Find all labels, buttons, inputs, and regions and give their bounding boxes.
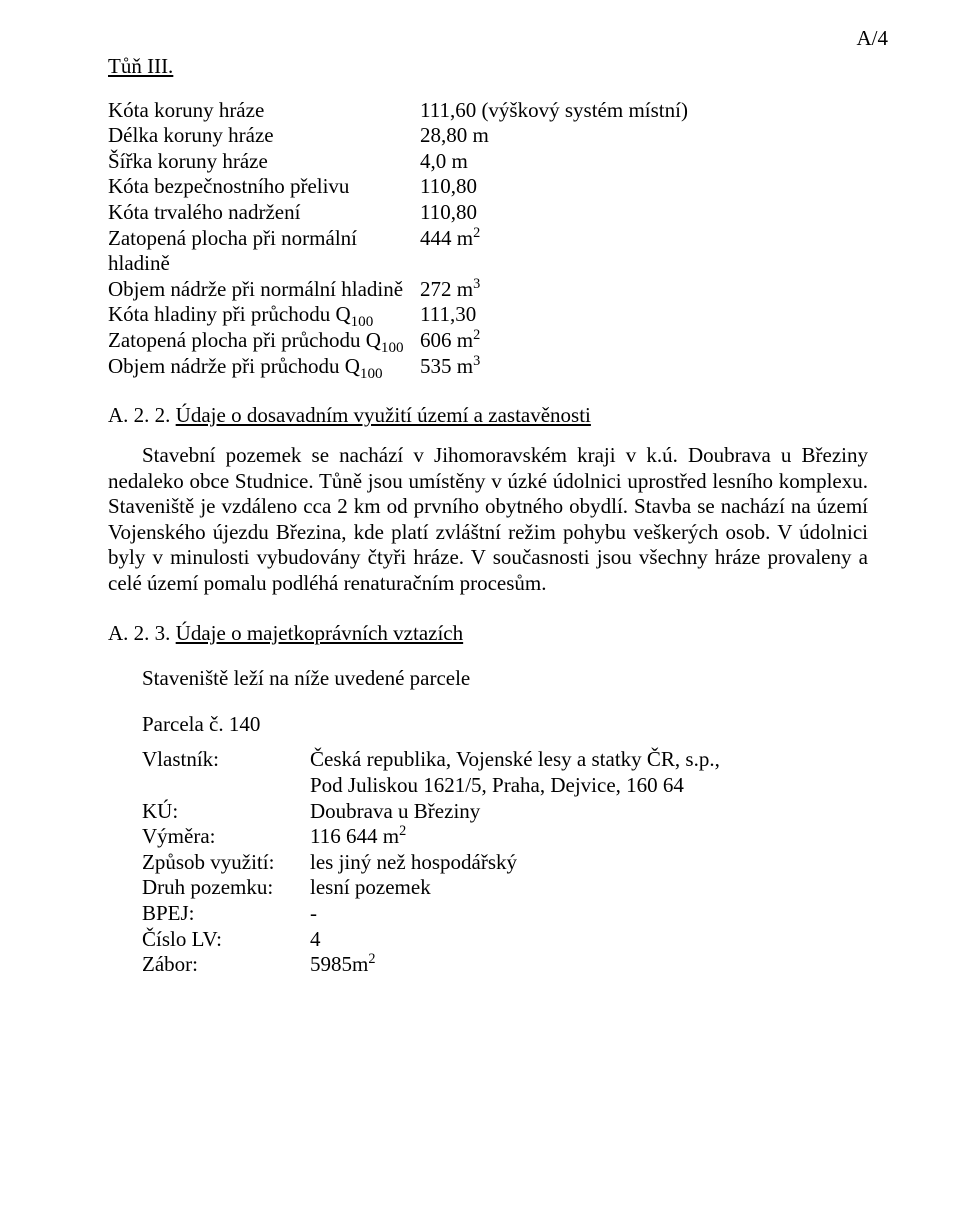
dam-value: 4,0 m [420, 149, 468, 175]
dam-value: 28,80 m [420, 123, 489, 149]
body-a22: Stavební pozemek se nachází v Jihomoravs… [108, 443, 868, 597]
dam-value: 110,80 [420, 174, 477, 200]
parcel-row: Zábor:5985m2 [142, 952, 868, 978]
parcel-key: Zábor: [142, 952, 310, 978]
dam-table: Kóta koruny hráze111,60 (výškový systém … [108, 98, 868, 380]
section-label-a22: A. 2. 2. [108, 403, 176, 427]
parcel-value: Česká republika, Vojenské lesy a statky … [310, 747, 720, 773]
dam-value: 272 m3 [420, 277, 480, 303]
parcel-value: 5985m2 [310, 952, 375, 978]
dam-value: 444 m2 [420, 226, 480, 277]
parcel-row: Výměra:116 644 m2 [142, 824, 868, 850]
dam-row: Zatopená plocha při normální hladině444 … [108, 226, 868, 277]
dam-key: Objem nádrže při průchodu Q100 [108, 354, 420, 380]
parcel-row: Způsob využití:les jiný než hospodářský [142, 850, 868, 876]
section-title-a22: A. 2. 2. Údaje o dosavadním využití územ… [108, 403, 868, 429]
dam-row: Délka koruny hráze28,80 m [108, 123, 868, 149]
section-title-a23: A. 2. 3. Údaje o majetkoprávních vztazíc… [108, 621, 868, 647]
dam-row: Objem nádrže při průchodu Q100535 m3 [108, 354, 868, 380]
dam-row: Kóta hladiny při průchodu Q100111,30 [108, 302, 868, 328]
dam-value: 606 m2 [420, 328, 480, 354]
section-heading-a22: Údaje o dosavadním využití území a zasta… [176, 403, 591, 427]
parcel-row: Číslo LV:4 [142, 927, 868, 953]
parcel-key [142, 773, 310, 799]
section-title-tun: Tůň III. [108, 54, 868, 80]
dam-row: Zatopená plocha při průchodu Q100606 m2 [108, 328, 868, 354]
dam-key: Kóta hladiny při průchodu Q100 [108, 302, 420, 328]
parcel-row: Pod Juliskou 1621/5, Praha, Dejvice, 160… [142, 773, 868, 799]
parcel-key: Způsob využití: [142, 850, 310, 876]
parcel-row: BPEJ:- [142, 901, 868, 927]
page-number: A/4 [857, 26, 889, 52]
dam-key: Délka koruny hráze [108, 123, 420, 149]
parcel-value: 116 644 m2 [310, 824, 406, 850]
parcel-key: BPEJ: [142, 901, 310, 927]
dam-row: Kóta bezpečnostního přelivu110,80 [108, 174, 868, 200]
parcel-key: Vlastník: [142, 747, 310, 773]
dam-key: Kóta trvalého nadržení [108, 200, 420, 226]
dam-row: Šířka koruny hráze4,0 m [108, 149, 868, 175]
parcel-value: Pod Juliskou 1621/5, Praha, Dejvice, 160… [310, 773, 684, 799]
body-a23-line1: Staveniště leží na níže uvedené parcele [108, 666, 868, 692]
parcel-row: KÚ:Doubrava u Březiny [142, 799, 868, 825]
parcel-row: Druh pozemku:lesní pozemek [142, 875, 868, 901]
body-a23-line2: Parcela č. 140 [108, 712, 868, 738]
dam-value: 110,80 [420, 200, 477, 226]
dam-key: Zatopená plocha při průchodu Q100 [108, 328, 420, 354]
parcel-key: KÚ: [142, 799, 310, 825]
dam-key: Kóta koruny hráze [108, 98, 420, 124]
parcel-key: Výměra: [142, 824, 310, 850]
dam-row: Objem nádrže při normální hladině272 m3 [108, 277, 868, 303]
dam-row: Kóta trvalého nadržení110,80 [108, 200, 868, 226]
parcel-key: Druh pozemku: [142, 875, 310, 901]
parcel-value: - [310, 901, 317, 927]
parcel-value: 4 [310, 927, 321, 953]
parcel-table: Vlastník:Česká republika, Vojenské lesy … [142, 747, 868, 977]
parcel-key: Číslo LV: [142, 927, 310, 953]
dam-value: 535 m3 [420, 354, 480, 380]
dam-key: Šířka koruny hráze [108, 149, 420, 175]
parcel-value: lesní pozemek [310, 875, 431, 901]
dam-value: 111,60 (výškový systém místní) [420, 98, 688, 124]
section-label-a23: A. 2. 3. [108, 621, 176, 645]
parcel-value: les jiný než hospodářský [310, 850, 517, 876]
dam-key: Kóta bezpečnostního přelivu [108, 174, 420, 200]
section-heading-a23: Údaje o majetkoprávních vztazích [176, 621, 463, 645]
parcel-row: Vlastník:Česká republika, Vojenské lesy … [142, 747, 868, 773]
dam-key: Zatopená plocha při normální hladině [108, 226, 420, 277]
dam-row: Kóta koruny hráze111,60 (výškový systém … [108, 98, 868, 124]
dam-value: 111,30 [420, 302, 476, 328]
dam-key: Objem nádrže při normální hladině [108, 277, 420, 303]
parcel-value: Doubrava u Březiny [310, 799, 480, 825]
